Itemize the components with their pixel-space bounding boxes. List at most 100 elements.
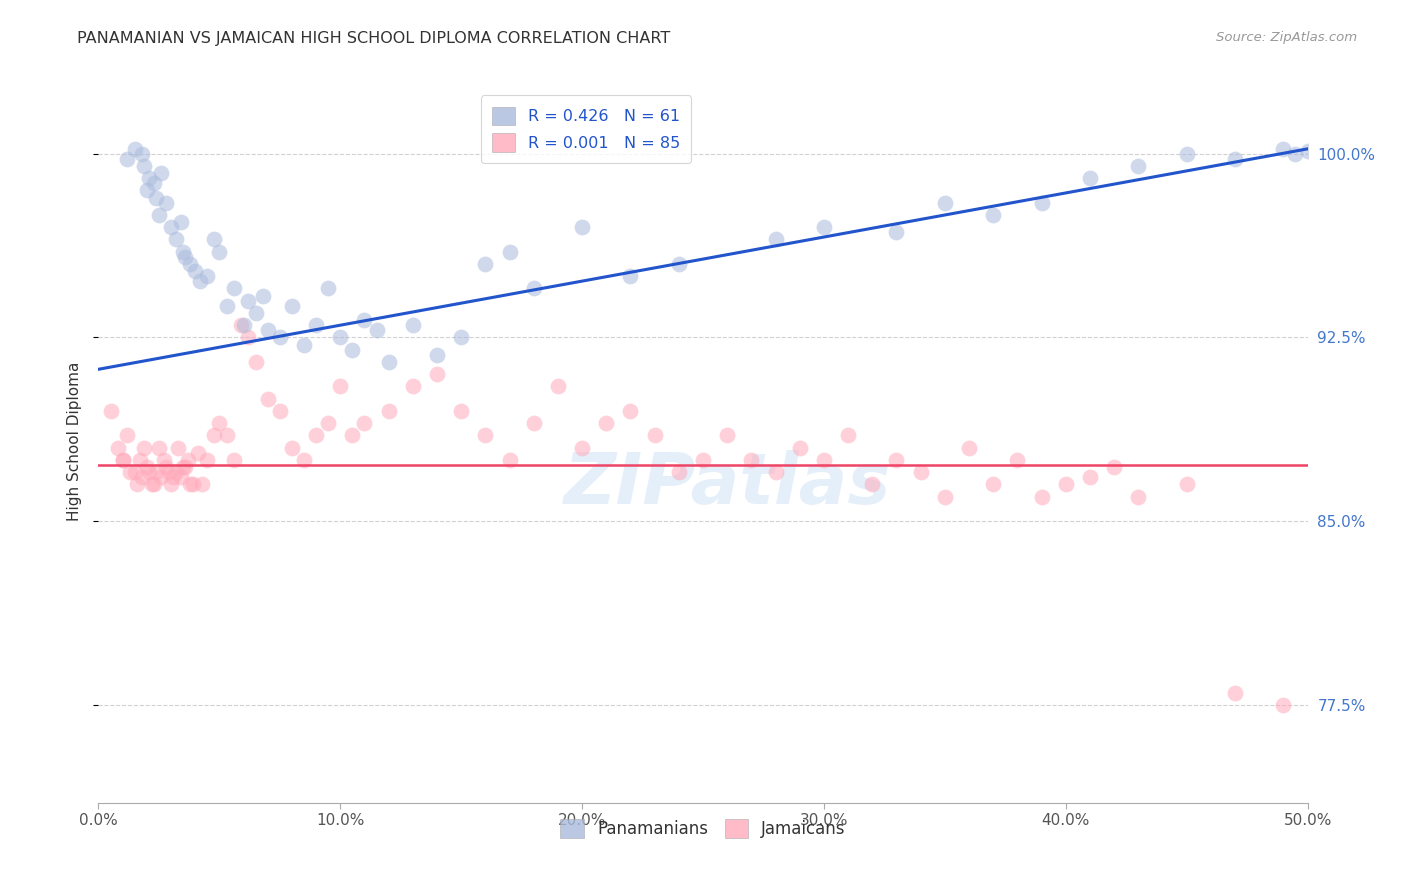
Point	[450, 330, 472, 344]
Point	[107, 441, 129, 455]
Point	[498, 453, 520, 467]
Point	[292, 453, 315, 467]
Point	[208, 244, 231, 259]
Point	[188, 274, 211, 288]
Point	[167, 441, 190, 455]
Text: ZIPatlas: ZIPatlas	[564, 450, 891, 519]
Point	[191, 477, 214, 491]
Point	[342, 343, 364, 357]
Text: Source: ZipAtlas.com: Source: ZipAtlas.com	[1216, 31, 1357, 45]
Point	[474, 428, 496, 442]
Point	[145, 465, 167, 479]
Point	[195, 269, 218, 284]
Point	[1284, 146, 1306, 161]
Point	[117, 152, 139, 166]
Point	[934, 195, 956, 210]
Point	[128, 453, 150, 467]
Point	[450, 404, 472, 418]
Point	[1128, 159, 1150, 173]
Point	[256, 392, 278, 406]
Point	[765, 465, 787, 479]
Point	[1102, 460, 1125, 475]
Point	[789, 441, 811, 455]
Point	[165, 465, 187, 479]
Point	[619, 404, 641, 418]
Point	[269, 404, 291, 418]
Point	[765, 232, 787, 246]
Point	[692, 453, 714, 467]
Point	[281, 299, 304, 313]
Point	[342, 428, 364, 442]
Point	[215, 299, 238, 313]
Point	[523, 281, 546, 295]
Legend: Panamanians, Jamaicans: Panamanians, Jamaicans	[554, 813, 852, 845]
Point	[169, 215, 191, 229]
Point	[740, 453, 762, 467]
Point	[1175, 146, 1198, 161]
Point	[1175, 477, 1198, 491]
Point	[377, 355, 399, 369]
Point	[474, 257, 496, 271]
Point	[195, 453, 218, 467]
Point	[150, 470, 173, 484]
Point	[152, 453, 174, 467]
Point	[813, 220, 835, 235]
Point	[886, 225, 908, 239]
Point	[135, 184, 157, 198]
Point	[172, 244, 194, 259]
Point	[222, 281, 245, 295]
Point	[165, 232, 187, 246]
Point	[169, 470, 191, 484]
Point	[305, 318, 328, 333]
Point	[910, 465, 932, 479]
Point	[179, 257, 201, 271]
Point	[208, 416, 231, 430]
Point	[571, 220, 593, 235]
Point	[143, 176, 166, 190]
Point	[100, 404, 122, 418]
Point	[155, 195, 177, 210]
Point	[1031, 195, 1053, 210]
Point	[174, 250, 197, 264]
Point	[353, 313, 375, 327]
Point	[860, 477, 883, 491]
Point	[118, 465, 141, 479]
Point	[145, 191, 167, 205]
Point	[181, 477, 204, 491]
Point	[204, 428, 226, 442]
Point	[135, 460, 157, 475]
Point	[837, 428, 859, 442]
Point	[141, 477, 163, 491]
Point	[1223, 685, 1246, 699]
Point	[111, 453, 134, 467]
Point	[377, 404, 399, 418]
Point	[329, 330, 352, 344]
Point	[316, 281, 339, 295]
Point	[157, 465, 180, 479]
Point	[238, 330, 260, 344]
Point	[813, 453, 835, 467]
Point	[134, 441, 156, 455]
Point	[619, 269, 641, 284]
Point	[222, 453, 245, 467]
Point	[111, 453, 134, 467]
Point	[124, 465, 146, 479]
Point	[252, 289, 274, 303]
Point	[131, 146, 153, 161]
Point	[292, 338, 315, 352]
Point	[366, 323, 388, 337]
Point	[162, 470, 184, 484]
Point	[305, 428, 328, 442]
Point	[245, 306, 267, 320]
Point	[134, 159, 156, 173]
Point	[215, 428, 238, 442]
Point	[160, 220, 183, 235]
Point	[184, 264, 207, 278]
Point	[269, 330, 291, 344]
Point	[127, 477, 149, 491]
Y-axis label: High School Diploma: High School Diploma	[67, 362, 83, 521]
Point	[547, 379, 569, 393]
Point	[138, 171, 160, 186]
Point	[160, 477, 183, 491]
Point	[644, 428, 666, 442]
